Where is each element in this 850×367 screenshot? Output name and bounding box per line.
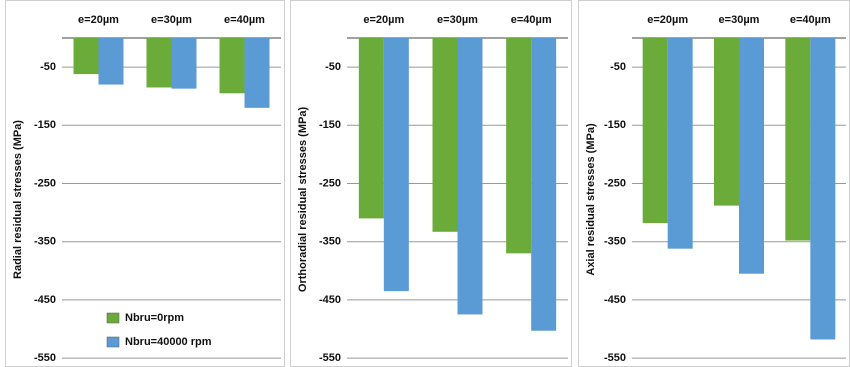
bar: [432, 38, 458, 232]
bar: [358, 38, 384, 219]
y-axis-label: Axial residual stresses (MPa): [585, 123, 597, 276]
y-tick-label: -250: [319, 177, 341, 189]
bar: [531, 38, 557, 331]
legend-swatch: [106, 336, 120, 348]
category-label: e=40µm: [790, 14, 831, 26]
bar: [146, 38, 172, 88]
legend-swatch: [106, 312, 120, 324]
y-axis-label: Orthoradial residual stresses (MPa): [297, 107, 309, 293]
bar: [810, 38, 836, 340]
y-tick-label: -150: [604, 119, 626, 131]
y-tick-label: -350: [604, 236, 626, 248]
bar: [785, 38, 811, 241]
y-tick-label: -550: [319, 352, 341, 364]
category-label: e=30µm: [437, 14, 478, 26]
bar: [171, 38, 197, 89]
category-label: e=20µm: [363, 14, 404, 26]
bar: [383, 38, 409, 292]
category-label: e=40µm: [511, 14, 552, 26]
legend-box: [99, 306, 269, 352]
bar: [457, 38, 483, 315]
bar: [739, 38, 764, 274]
bar: [506, 38, 532, 254]
legend-label: Nbru=40000 rpm: [125, 336, 212, 348]
category-label: e=20µm: [78, 14, 119, 26]
y-tick-label: -150: [34, 119, 56, 131]
bar: [667, 38, 693, 249]
bar: [642, 38, 668, 224]
bar: [219, 38, 245, 94]
category-label: e=30µm: [151, 14, 192, 26]
category-label: e=40µm: [224, 14, 265, 26]
y-tick-label: -350: [34, 236, 56, 248]
y-tick-label: -450: [34, 294, 56, 306]
y-axis-label: Radial residual stresses (MPa): [12, 120, 24, 279]
y-tick-label: -350: [319, 236, 341, 248]
category-label: e=20µm: [647, 14, 688, 26]
y-tick-label: -450: [319, 294, 341, 306]
y-tick-label: -450: [604, 294, 626, 306]
y-tick-label: -550: [604, 352, 626, 364]
bar: [98, 38, 124, 85]
bar: [73, 38, 99, 75]
y-tick-label: -50: [325, 61, 341, 73]
bar: [244, 38, 270, 108]
y-tick-label: -550: [34, 352, 56, 364]
y-tick-label: -150: [319, 119, 341, 131]
y-tick-label: -250: [34, 177, 56, 189]
category-label: e=30µm: [719, 14, 760, 26]
legend-label: Nbru=0rpm: [125, 312, 184, 324]
y-tick-label: -250: [604, 177, 626, 189]
y-tick-label: -50: [40, 61, 56, 73]
y-tick-label: -50: [610, 61, 626, 73]
bar: [714, 38, 739, 206]
